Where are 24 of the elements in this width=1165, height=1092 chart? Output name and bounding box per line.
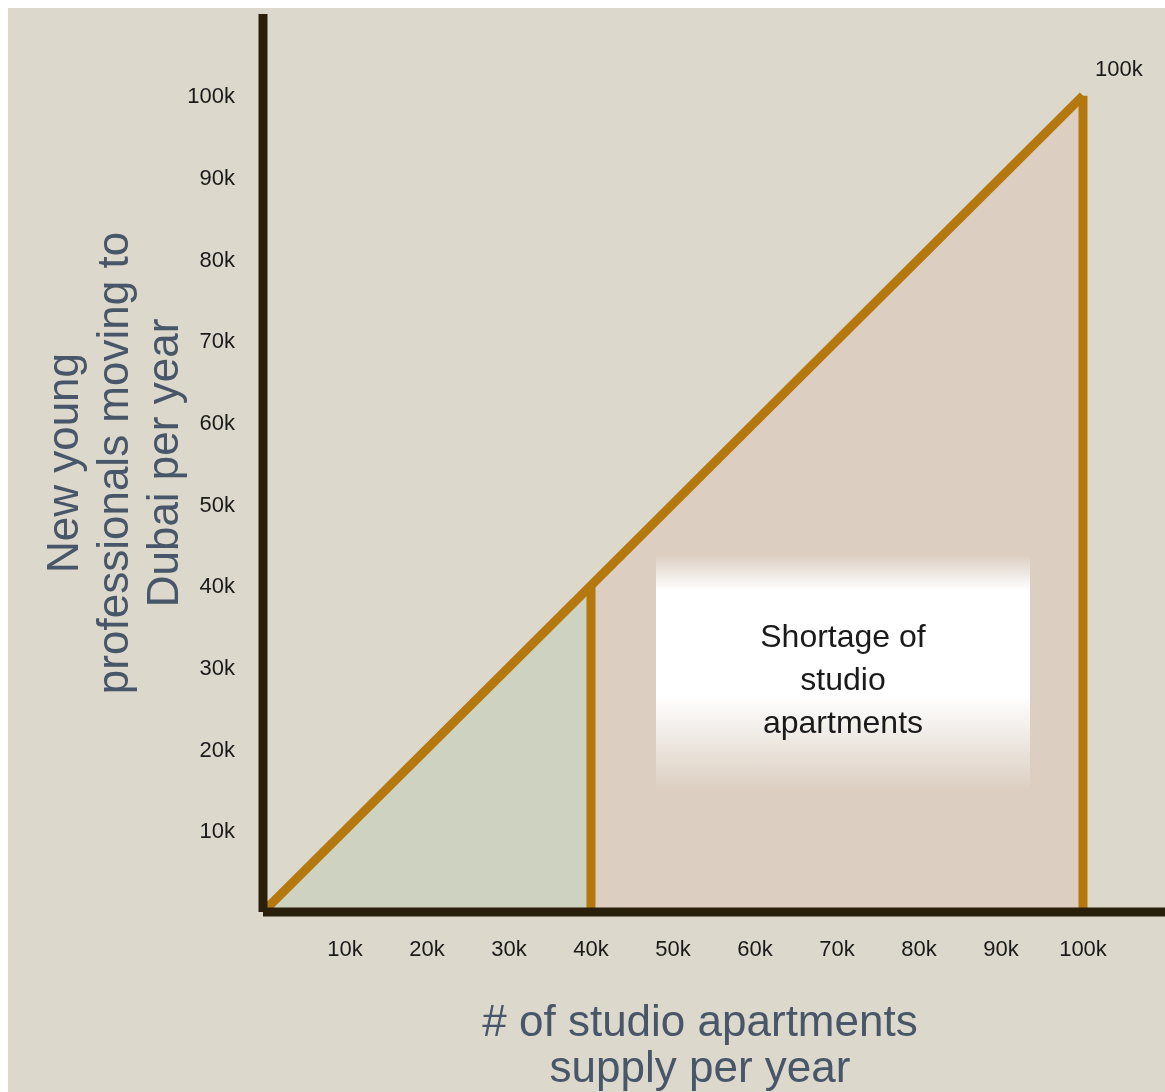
x-tick-label: 100k bbox=[1059, 935, 1108, 961]
y-tick-label: 60k bbox=[199, 409, 236, 435]
y-tick-label: 70k bbox=[199, 328, 236, 354]
y-tick-label: 40k bbox=[199, 573, 236, 599]
x-tick-label: 60k bbox=[737, 935, 774, 961]
y-tick-label: 80k bbox=[199, 246, 236, 272]
y-tick-label: 30k bbox=[199, 654, 236, 680]
x-tick-label: 50k bbox=[655, 935, 692, 961]
y-tick-label: 90k bbox=[199, 165, 236, 191]
x-tick-label: 30k bbox=[491, 935, 528, 961]
annotation: 100k bbox=[1095, 55, 1144, 81]
x-axis-title: # of studio apartments supply per year bbox=[481, 996, 919, 1091]
x-tick-label: 80k bbox=[901, 935, 938, 961]
x-tick-label: 70k bbox=[819, 935, 856, 961]
y-axis-title: New young professionals moving to Dubai per year bbox=[37, 230, 188, 697]
annotation: Shortage of studio apartments bbox=[759, 617, 927, 742]
x-tick-label: 90k bbox=[983, 935, 1020, 961]
y-tick-label: 50k bbox=[199, 491, 236, 517]
x-tick-label: 40k bbox=[573, 935, 610, 961]
y-tick-label: 10k bbox=[199, 818, 236, 844]
x-tick-label: 10k bbox=[327, 935, 364, 961]
y-tick-label: 20k bbox=[199, 736, 236, 762]
y-tick-label: 100k bbox=[187, 83, 236, 109]
x-tick-label: 20k bbox=[409, 935, 446, 961]
